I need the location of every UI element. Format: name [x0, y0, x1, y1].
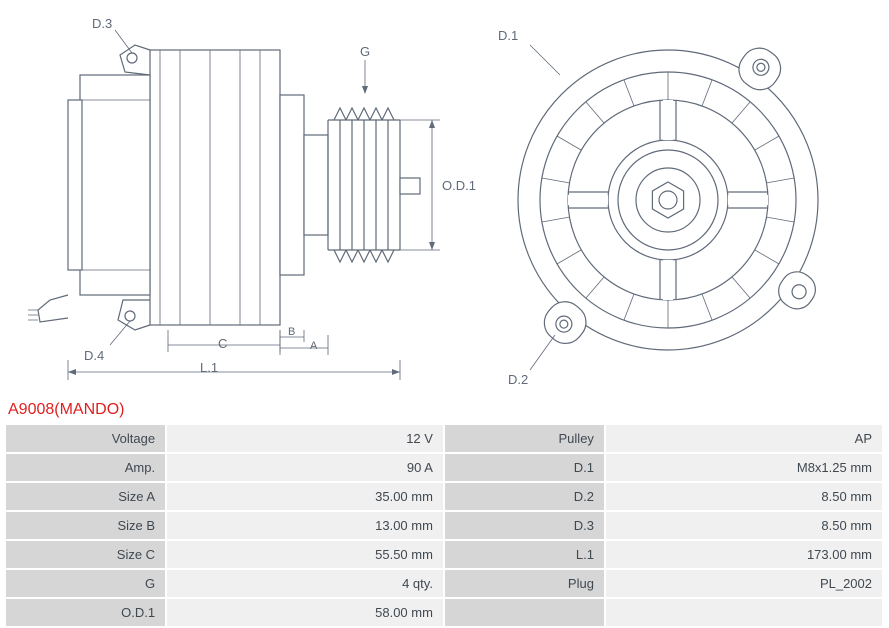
spec-key: Amp.	[6, 454, 165, 481]
spec-row: O.D.158.00 mm	[6, 599, 882, 626]
spec-table: Voltage12 VPulleyAPAmp.90 AD.1M8x1.25 mm…	[4, 423, 884, 628]
diagram-area: D.3 G O.D.1 D.4 C B A L.1 D.1 D.2	[0, 0, 889, 395]
spec-value: 35.00 mm	[167, 483, 443, 510]
spec-value: 55.50 mm	[167, 541, 443, 568]
part-title: A9008(MANDO)	[0, 395, 889, 423]
spec-key: D.2	[445, 483, 604, 510]
spec-value: PL_2002	[606, 570, 882, 597]
spec-key: Plug	[445, 570, 604, 597]
technical-drawing-svg	[0, 0, 889, 395]
label-d4: D.4	[84, 348, 104, 363]
spec-row: G4 qty.PlugPL_2002	[6, 570, 882, 597]
spec-row: Size C55.50 mmL.1173.00 mm	[6, 541, 882, 568]
spec-key: Size A	[6, 483, 165, 510]
spec-value: AP	[606, 425, 882, 452]
spec-value: 13.00 mm	[167, 512, 443, 539]
spec-key: D.1	[445, 454, 604, 481]
spec-value: 58.00 mm	[167, 599, 443, 626]
label-a: A	[310, 340, 317, 352]
spec-key: Size B	[6, 512, 165, 539]
spec-row: Amp.90 AD.1M8x1.25 mm	[6, 454, 882, 481]
spec-row: Size A35.00 mmD.28.50 mm	[6, 483, 882, 510]
spec-value: 4 qty.	[167, 570, 443, 597]
spec-key: O.D.1	[6, 599, 165, 626]
label-d2: D.2	[508, 372, 528, 387]
spec-key: G	[6, 570, 165, 597]
spec-value	[606, 599, 882, 626]
label-l1: L.1	[200, 360, 218, 375]
spec-key: Voltage	[6, 425, 165, 452]
spec-key: D.3	[445, 512, 604, 539]
spec-key: Pulley	[445, 425, 604, 452]
spec-value: 90 A	[167, 454, 443, 481]
spec-value: 8.50 mm	[606, 512, 882, 539]
spec-row: Size B13.00 mmD.38.50 mm	[6, 512, 882, 539]
label-c: C	[218, 336, 227, 351]
spec-row: Voltage12 VPulleyAP	[6, 425, 882, 452]
spec-value: 8.50 mm	[606, 483, 882, 510]
spec-value: 12 V	[167, 425, 443, 452]
label-d3: D.3	[92, 16, 112, 31]
spec-key: L.1	[445, 541, 604, 568]
spec-key: Size C	[6, 541, 165, 568]
label-b: B	[288, 326, 295, 338]
spec-value: M8x1.25 mm	[606, 454, 882, 481]
spec-value: 173.00 mm	[606, 541, 882, 568]
label-od1: O.D.1	[442, 178, 476, 193]
label-g: G	[360, 44, 370, 59]
spec-key	[445, 599, 604, 626]
label-d1: D.1	[498, 28, 518, 43]
